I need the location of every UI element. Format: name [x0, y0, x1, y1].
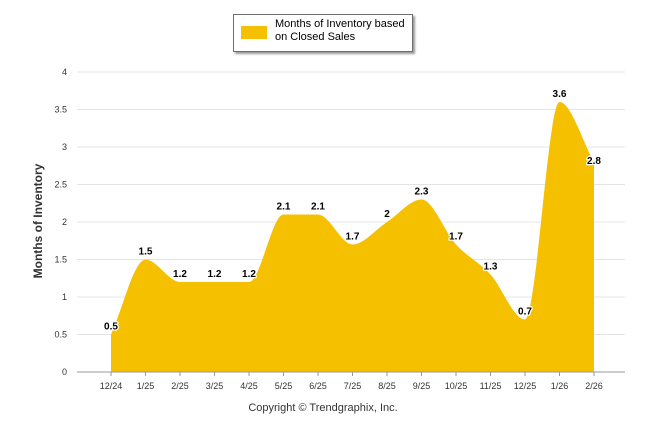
data-label: 1.2: [173, 269, 187, 280]
y-tick-label: 2.5: [54, 180, 67, 190]
x-tick-label: 1/25: [137, 381, 155, 391]
x-tick-label: 2/25: [171, 381, 189, 391]
y-tick-label: 2: [62, 217, 67, 227]
x-tick-label: 5/25: [275, 381, 293, 391]
y-tick-label: 3: [62, 142, 67, 152]
x-tick-label: 10/25: [445, 381, 468, 391]
series-area: [111, 102, 594, 372]
y-tick-label: 0.5: [54, 330, 67, 340]
copyright: Copyright © Trendgraphix, Inc.: [248, 402, 398, 414]
data-label: 1.3: [484, 262, 498, 273]
data-label: 2.3: [415, 187, 429, 198]
x-tick-label: 2/26: [585, 381, 603, 391]
data-label: 1.5: [139, 247, 153, 258]
x-tick-label: 4/25: [240, 381, 258, 391]
data-label: 3.6: [553, 89, 567, 100]
x-tick-label: 9/25: [413, 381, 431, 391]
data-label: 2.1: [311, 202, 325, 213]
legend: Months of Inventory based on Closed Sale…: [233, 14, 413, 52]
data-label: 1.2: [242, 269, 256, 280]
data-label: 0.5: [104, 322, 118, 333]
data-label: 1.7: [449, 232, 463, 243]
legend-label: Months of Inventory based on Closed Sale…: [275, 18, 405, 43]
x-tick-label: 8/25: [378, 381, 396, 391]
x-tick-label: 1/26: [551, 381, 569, 391]
x-tick-label: 6/25: [309, 381, 327, 391]
data-label: 2.8: [587, 156, 601, 167]
y-axis-title: Months of Inventory: [31, 163, 45, 279]
data-label: 2: [384, 209, 390, 220]
x-tick-label: 11/25: [480, 381, 502, 391]
x-tick-label: 3/25: [206, 381, 224, 391]
x-tick-label: 12/24: [100, 381, 123, 391]
x-tick-label: 7/25: [344, 381, 362, 391]
data-label: 1.7: [346, 232, 360, 243]
y-tick-label: 3.5: [54, 105, 67, 115]
x-tick-label: 12/25: [514, 381, 537, 391]
y-tick-label: 0: [62, 367, 67, 377]
legend-swatch: [241, 26, 267, 39]
data-label: 1.2: [208, 269, 222, 280]
y-tick-label: 4: [62, 67, 67, 77]
data-label: 0.7: [518, 307, 532, 318]
data-label: 2.1: [277, 202, 291, 213]
y-tick-label: 1.5: [54, 255, 67, 265]
y-tick-label: 1: [62, 292, 67, 302]
